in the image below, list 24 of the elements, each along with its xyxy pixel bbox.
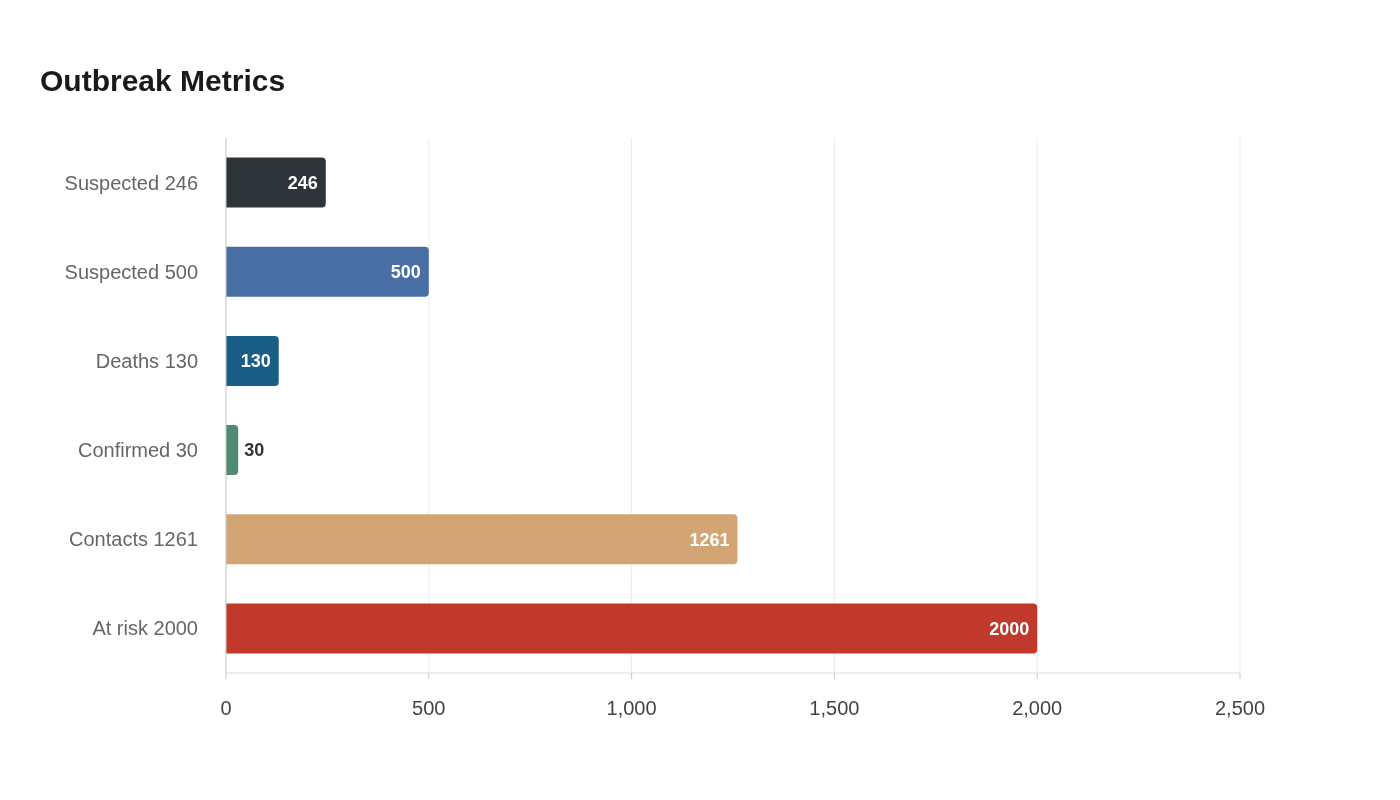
y-tick-label: Confirmed 30 <box>77 439 198 462</box>
bar <box>226 246 429 297</box>
x-tick-label: 2,000 <box>1012 697 1063 719</box>
x-tick-label: 1,500 <box>809 697 860 719</box>
y-tick-label: Contacts 1261 <box>69 528 198 551</box>
bar <box>226 157 326 208</box>
y-tick-label: At risk 2000 <box>92 617 198 640</box>
data-label: 2000 <box>989 618 1030 639</box>
data-label: 130 <box>240 351 271 372</box>
data-label: 30 <box>244 440 265 461</box>
bar <box>226 425 239 476</box>
chart-title: Outbreak Metrics <box>40 63 286 97</box>
data-label: 246 <box>287 172 318 193</box>
y-tick-label: Suspected 246 <box>64 171 198 194</box>
x-tick-label: 2,500 <box>1214 697 1266 719</box>
y-tick-label: Deaths 130 <box>95 349 198 372</box>
x-tick-label: 1,000 <box>606 697 657 719</box>
y-tick-label: Suspected 500 <box>64 260 198 283</box>
data-label: 500 <box>390 262 421 283</box>
x-tick-label: 500 <box>412 697 446 719</box>
bar <box>226 514 738 565</box>
x-tick-label: 0 <box>220 697 232 719</box>
bar <box>226 603 1038 654</box>
data-label: 1261 <box>689 529 730 550</box>
